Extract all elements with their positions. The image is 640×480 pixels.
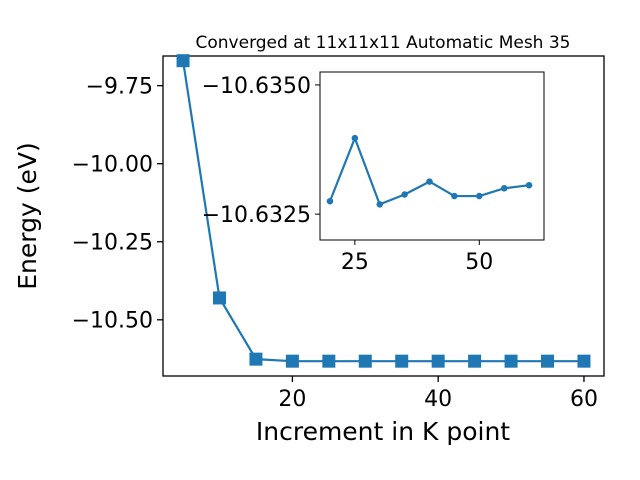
main-y-tick-label-3: −10.50: [72, 309, 153, 334]
inset-plot-frame: [319, 71, 545, 241]
inset-data-point-1: [351, 134, 359, 142]
x-axis-label: Increment in K point: [256, 417, 510, 446]
inset-data-point-2: [376, 201, 383, 208]
y-axis-label: Energy (eV): [13, 142, 42, 289]
inset-data-point-5: [451, 192, 458, 200]
inset-data-point-4: [426, 178, 433, 185]
inset-data-point-6: [476, 192, 483, 200]
chart-title: Converged at 11x11x11 Automatic Mesh 35: [196, 33, 571, 53]
inset-x-tick-label-1: 50: [465, 250, 493, 275]
inset-data-point-3: [401, 191, 408, 198]
main-data-point-0: [176, 54, 190, 68]
inset-y-tick-label-1: −10.6325: [202, 203, 311, 228]
main-data-point-10: [541, 354, 555, 368]
main-data-point-8: [468, 354, 482, 368]
main-y-tick-label-0: −9.75: [86, 75, 153, 100]
main-data-point-4: [322, 354, 336, 368]
main-data-point-2: [249, 352, 263, 366]
inset-x-tick-label-0: 25: [341, 250, 369, 275]
main-data-point-9: [504, 354, 518, 368]
inset-data-point-7: [500, 185, 508, 192]
main-y-tick-label-2: −10.25: [72, 231, 153, 256]
main-data-point-11: [577, 354, 591, 368]
main-x-tick-label-2: 60: [570, 387, 598, 412]
main-x-tick-label-0: 20: [278, 387, 306, 412]
main-data-point-7: [431, 354, 445, 368]
main-data-point-5: [358, 354, 372, 368]
main-data-point-1: [212, 291, 226, 305]
main-x-tick-label-1: 40: [424, 387, 452, 412]
inset-data-point-0: [326, 197, 334, 205]
main-data-point-3: [285, 354, 299, 368]
inset-plot: 25 50 −10.6350 −10.6325: [202, 71, 545, 275]
inset-data-point-8: [525, 181, 533, 189]
main-y-tick-label-1: −10.00: [72, 153, 153, 178]
main-data-point-6: [395, 354, 409, 368]
inset-y-tick-label-0: −10.6350: [202, 74, 311, 99]
